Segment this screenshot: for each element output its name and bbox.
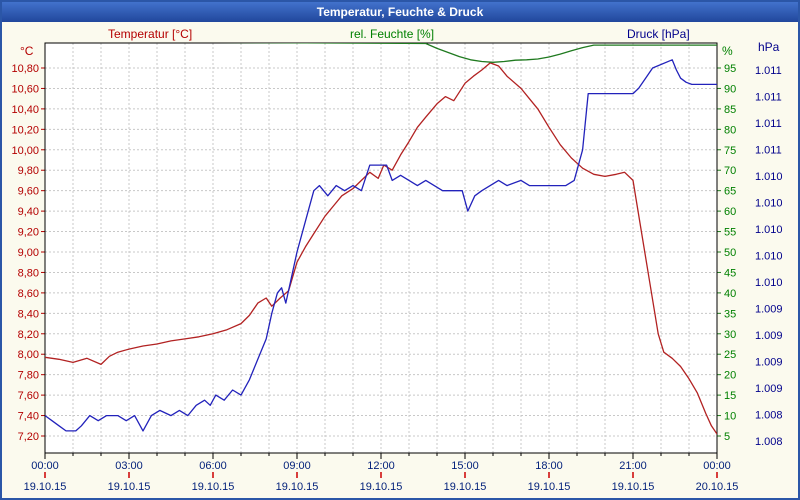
humidity-axis-unit: % (722, 44, 733, 58)
date-label: 19.10.15 (528, 481, 571, 493)
x-axis-tick-label: 18:00 (535, 460, 563, 472)
date-label: 19.10.15 (108, 481, 151, 493)
temperature-axis-tick-label: 8,60 (18, 288, 39, 300)
humidity-axis-tick-label: 35 (724, 308, 736, 320)
humidity-axis-tick-label: 55 (724, 227, 736, 239)
temperature-axis-tick-label: 7,60 (18, 390, 39, 402)
pressure-axis-tick-label: 1.008 (755, 436, 783, 448)
x-axis-tick-label: 15:00 (451, 460, 479, 472)
pressure-axis-tick-label: 1.008 (755, 410, 783, 422)
pressure-axis-tick-label: 1.009 (755, 383, 783, 395)
date-label: 19.10.15 (612, 481, 655, 493)
humidity-axis-tick-label: 60 (724, 206, 736, 218)
window-title: Temperatur, Feuchte & Druck (316, 5, 484, 19)
humidity-axis-tick-label: 30 (724, 329, 736, 341)
humidity-axis-tick-label: 20 (724, 370, 736, 382)
humidity-axis-tick-label: 85 (724, 104, 736, 116)
pressure-axis-tick-label: 1.010 (755, 251, 783, 263)
temperature-axis-tick-label: 10,00 (11, 145, 39, 157)
temperature-axis-tick-label: 9,40 (18, 206, 39, 218)
humidity-axis-tick-label: 45 (724, 267, 736, 279)
humidity-axis-tick-label: 65 (724, 186, 736, 198)
window-titlebar: Temperatur, Feuchte & Druck (2, 2, 798, 22)
temperature-axis-tick-label: 10,20 (11, 124, 39, 136)
temperature-axis-tick-label: 10,40 (11, 104, 39, 116)
chart-region: 10,80 10,60 10,40 10,20 10,00 9,80 9,60 9,40 9,2… (2, 22, 798, 498)
legend-feuchte: rel. Feuchte [%] (350, 27, 435, 41)
humidity-axis-tick-label: 70 (724, 165, 736, 177)
temperature-axis-tick-label: 7,40 (18, 411, 39, 423)
humidity-axis-tick-label: 5 (724, 431, 730, 443)
x-axis-tick-label: 09:00 (283, 460, 311, 472)
date-label: 19.10.15 (276, 481, 319, 493)
humidity-axis-tick-label: 25 (724, 349, 736, 361)
legend-druck: Druck [hPa] (627, 27, 690, 41)
humidity-axis-tick-label: 80 (724, 124, 736, 136)
date-label: 19.10.15 (192, 481, 235, 493)
pressure-axis-tick-label: 1.010 (755, 171, 783, 183)
temperature-axis-tick-label: 8,00 (18, 349, 39, 361)
humidity-axis-tick-label: 50 (724, 247, 736, 259)
pressure-axis-tick-label: 1.010 (755, 224, 783, 236)
druck-series-line (45, 59, 717, 432)
humidity-axis-tick-label: 10 (724, 411, 736, 423)
temperature-axis-tick-label: 8,20 (18, 329, 39, 341)
x-axis-tick-label: 21:00 (619, 460, 647, 472)
x-axis-tick-label: 06:00 (199, 460, 227, 472)
pressure-axis-tick-label: 1.010 (755, 277, 783, 289)
pressure-axis-tick-label: 1.009 (755, 304, 783, 316)
temperature-axis-tick-label: 9,20 (18, 227, 39, 239)
temperature-axis-tick-label: 8,40 (18, 308, 39, 320)
x-axis-tick-label: 00:00 (703, 460, 731, 472)
x-axis-tick-label: 12:00 (367, 460, 395, 472)
date-label: 19.10.15 (444, 481, 487, 493)
humidity-axis-tick-label: 90 (724, 83, 736, 95)
temperature-axis-tick-label: 9,00 (18, 247, 39, 259)
feuchte-series-line (217, 43, 717, 63)
x-axis-tick-label: 03:00 (115, 460, 143, 472)
pressure-axis-tick-label: 1.011 (755, 92, 782, 104)
humidity-axis-tick-label: 15 (724, 390, 736, 402)
pressure-axis-tick-label: 1.010 (755, 198, 783, 210)
pressure-axis-tick-label: 1.009 (755, 330, 783, 342)
pressure-axis-tick-label: 1.011 (755, 145, 782, 157)
pressure-axis-unit: hPa (758, 40, 780, 54)
temperature-axis-tick-label: 10,60 (11, 83, 39, 95)
legend-temperatur: Temperatur [°C] (108, 27, 193, 41)
date-label: 20.10.15 (696, 481, 739, 493)
humidity-axis-tick-label: 75 (724, 145, 736, 157)
temperature-axis-tick-label: 9,80 (18, 165, 39, 177)
pressure-axis-tick-label: 1.011 (755, 65, 782, 77)
temperature-axis-tick-label: 8,80 (18, 267, 39, 279)
date-label: 19.10.15 (360, 481, 403, 493)
pressure-axis-tick-label: 1.009 (755, 357, 783, 369)
date-label: 19.10.15 (24, 481, 67, 493)
temperature-axis-tick-label: 7,80 (18, 370, 39, 382)
temperature-axis-unit: °C (20, 44, 34, 58)
temperatur-series-line (45, 62, 717, 435)
chart-canvas: 10,80 10,60 10,40 10,20 10,00 9,80 9,60 9,40 9,2… (11, 42, 783, 493)
temperature-axis-tick-label: 10,80 (11, 63, 39, 75)
humidity-axis-tick-label: 95 (724, 63, 736, 75)
pressure-axis-tick-label: 1.011 (755, 118, 782, 130)
temperature-axis-tick-label: 7,20 (18, 431, 39, 443)
x-axis-tick-label: 00:00 (31, 460, 59, 472)
humidity-axis-tick-label: 40 (724, 288, 736, 300)
temperature-axis-tick-label: 9,60 (18, 186, 39, 198)
